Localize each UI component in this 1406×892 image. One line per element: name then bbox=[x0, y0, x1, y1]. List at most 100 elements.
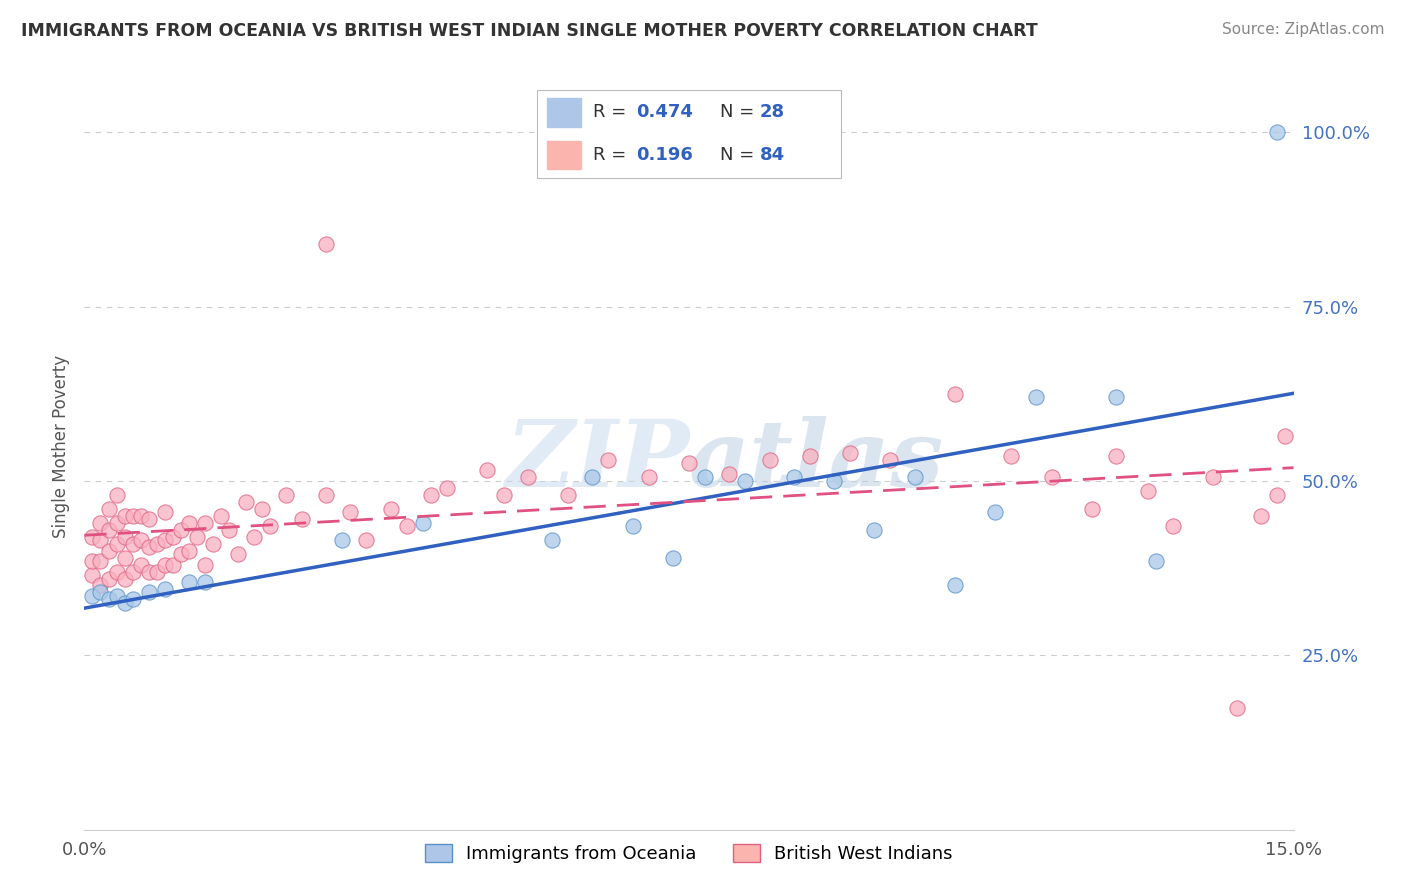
Point bbox=[114, 596, 136, 610]
Point bbox=[89, 516, 111, 530]
Point bbox=[1226, 700, 1249, 714]
Point bbox=[226, 547, 249, 561]
Point bbox=[1146, 554, 1168, 568]
Text: IMMIGRANTS FROM OCEANIA VS BRITISH WEST INDIAN SINGLE MOTHER POVERTY CORRELATION: IMMIGRANTS FROM OCEANIA VS BRITISH WEST … bbox=[21, 22, 1038, 40]
Point bbox=[1025, 390, 1047, 404]
Point bbox=[1267, 125, 1289, 139]
Point bbox=[89, 578, 111, 592]
Point bbox=[114, 550, 136, 565]
Point bbox=[492, 488, 515, 502]
Point bbox=[153, 558, 176, 572]
Bar bbox=[547, 98, 581, 127]
Point bbox=[1250, 508, 1272, 523]
Point bbox=[105, 536, 128, 550]
Point bbox=[904, 470, 927, 484]
Point bbox=[718, 467, 741, 481]
Point bbox=[153, 582, 176, 596]
Point bbox=[621, 519, 644, 533]
Point bbox=[97, 523, 120, 537]
Text: N =: N = bbox=[720, 103, 759, 121]
Point bbox=[179, 516, 201, 530]
Point bbox=[194, 516, 217, 530]
Point bbox=[105, 516, 128, 530]
Text: R =: R = bbox=[593, 103, 633, 121]
Point bbox=[315, 236, 337, 251]
Point bbox=[291, 512, 314, 526]
Point bbox=[105, 589, 128, 603]
Point bbox=[274, 488, 297, 502]
Point bbox=[97, 543, 120, 558]
Point bbox=[202, 536, 225, 550]
Text: R =: R = bbox=[593, 145, 633, 164]
Point bbox=[1105, 390, 1128, 404]
Point bbox=[146, 565, 169, 579]
Point bbox=[1274, 428, 1296, 442]
Point bbox=[89, 554, 111, 568]
Point bbox=[121, 536, 143, 550]
Point bbox=[799, 450, 821, 464]
Point bbox=[82, 568, 104, 582]
Point bbox=[218, 523, 240, 537]
Point bbox=[82, 589, 104, 603]
Text: Source: ZipAtlas.com: Source: ZipAtlas.com bbox=[1222, 22, 1385, 37]
Point bbox=[637, 470, 659, 484]
Text: N =: N = bbox=[720, 145, 759, 164]
Point bbox=[943, 578, 966, 592]
Point bbox=[153, 505, 176, 519]
Point bbox=[194, 574, 217, 589]
Point bbox=[823, 474, 845, 488]
Point bbox=[121, 565, 143, 579]
Point bbox=[114, 572, 136, 586]
Point bbox=[863, 523, 886, 537]
Point bbox=[984, 505, 1007, 519]
Point bbox=[121, 592, 143, 607]
Point bbox=[477, 463, 499, 477]
Bar bbox=[547, 141, 581, 169]
Point bbox=[839, 446, 862, 460]
Point bbox=[186, 530, 208, 544]
Point bbox=[758, 453, 780, 467]
Point bbox=[170, 523, 193, 537]
Point bbox=[879, 453, 901, 467]
Point bbox=[170, 547, 193, 561]
Point bbox=[557, 488, 579, 502]
Point bbox=[598, 453, 620, 467]
Point bbox=[82, 554, 104, 568]
Point bbox=[541, 533, 564, 548]
Point bbox=[420, 488, 443, 502]
Point bbox=[356, 533, 378, 548]
Point bbox=[1267, 488, 1289, 502]
Point bbox=[105, 565, 128, 579]
Legend: Immigrants from Oceania, British West Indians: Immigrants from Oceania, British West In… bbox=[418, 837, 960, 871]
Point bbox=[315, 488, 337, 502]
Point bbox=[114, 530, 136, 544]
Point bbox=[89, 585, 111, 599]
Point bbox=[662, 550, 685, 565]
Point bbox=[129, 508, 152, 523]
Point bbox=[129, 558, 152, 572]
Text: 0.474: 0.474 bbox=[637, 103, 693, 121]
Point bbox=[395, 519, 418, 533]
Point bbox=[412, 516, 434, 530]
Point bbox=[259, 519, 281, 533]
Text: 0.196: 0.196 bbox=[637, 145, 693, 164]
Point bbox=[734, 474, 756, 488]
Point bbox=[179, 543, 201, 558]
Text: ZIP: ZIP bbox=[505, 417, 689, 507]
Point bbox=[1202, 470, 1225, 484]
Point bbox=[194, 558, 217, 572]
Point bbox=[138, 585, 160, 599]
Point bbox=[97, 572, 120, 586]
Point bbox=[693, 470, 716, 484]
Point bbox=[138, 565, 160, 579]
Point bbox=[1040, 470, 1063, 484]
Point bbox=[1137, 484, 1160, 499]
Point bbox=[121, 508, 143, 523]
Point bbox=[1081, 501, 1104, 516]
Text: 84: 84 bbox=[761, 145, 785, 164]
Point bbox=[516, 470, 538, 484]
Point bbox=[138, 512, 160, 526]
Point bbox=[1000, 450, 1022, 464]
Point bbox=[82, 530, 104, 544]
Point bbox=[380, 501, 402, 516]
